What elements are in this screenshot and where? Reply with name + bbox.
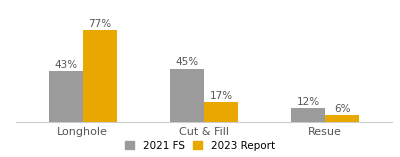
Text: 17%: 17% <box>210 91 232 101</box>
Text: 12%: 12% <box>297 97 320 107</box>
Bar <box>291 108 325 122</box>
Text: 77%: 77% <box>88 19 111 29</box>
Legend: 2021 FS, 2023 Report: 2021 FS, 2023 Report <box>124 140 276 152</box>
Text: 43%: 43% <box>54 60 77 70</box>
Bar <box>170 69 204 122</box>
Text: 45%: 45% <box>176 57 198 67</box>
Bar <box>325 115 359 122</box>
Bar <box>83 30 117 122</box>
Text: 6%: 6% <box>334 104 350 114</box>
Bar <box>49 71 83 122</box>
Bar <box>204 102 238 122</box>
